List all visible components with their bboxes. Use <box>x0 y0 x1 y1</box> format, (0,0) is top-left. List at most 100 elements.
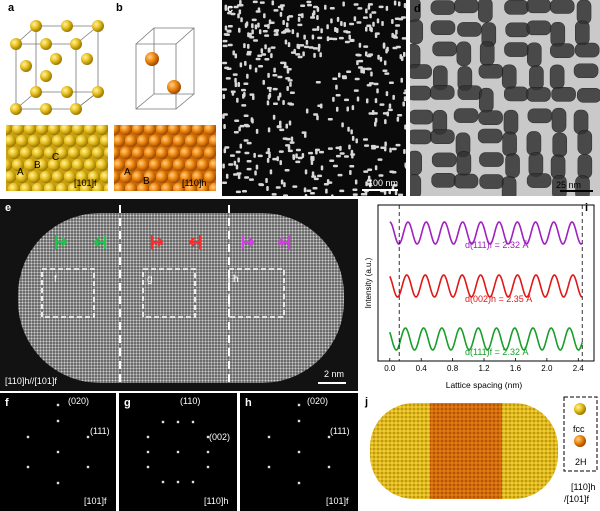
sem-nanorod <box>307 3 313 7</box>
sem-nanorod <box>398 17 404 21</box>
sem-nanorod <box>358 42 362 48</box>
sem-nanorod <box>267 94 271 100</box>
fcc-atom <box>99 134 108 148</box>
sem-nanorod <box>371 11 377 14</box>
panel-h-label: h <box>245 397 252 409</box>
sem-nanorod <box>240 17 243 23</box>
sem-nanorod <box>377 158 383 161</box>
sem-nanorod <box>255 57 261 61</box>
sem-nanorod <box>348 144 351 150</box>
legend-fcc: fcc <box>573 424 585 434</box>
sem-nanorod <box>391 18 394 24</box>
sem-nanorod <box>272 157 278 161</box>
sem-nanorod <box>258 65 264 68</box>
sem-nanorod <box>264 58 270 61</box>
fcc-atom <box>7 146 21 160</box>
sem-nanorod <box>387 108 393 112</box>
sem-nanorod <box>339 152 345 155</box>
tem-nanorod <box>432 41 457 57</box>
sem-nanorod <box>327 181 333 184</box>
sem-nanorod <box>311 34 315 40</box>
sem-nanorod <box>252 95 255 101</box>
sem-nanorod <box>341 75 347 78</box>
sem-nanorod <box>237 174 241 180</box>
fft-spot <box>297 403 301 407</box>
sem-nanorod <box>327 118 333 121</box>
sem-nanorod <box>392 184 398 187</box>
sem-nanorod <box>224 66 230 70</box>
box-f-label: f <box>54 274 57 285</box>
fft-g-spot-002: (002) <box>209 432 231 442</box>
sem-nanorod <box>303 187 307 193</box>
sem-nanorod <box>272 102 278 105</box>
tem-nanorod <box>529 65 544 91</box>
tem-nanorod <box>504 42 529 57</box>
fft-h-zone-axis: [101]f <box>326 496 349 506</box>
fcc-atom <box>103 147 108 159</box>
sem-nanorod <box>234 53 238 59</box>
sem-nanorod <box>364 144 370 147</box>
fft-spot <box>267 465 271 469</box>
fft-spot <box>146 450 150 454</box>
fcc-atom <box>63 170 77 184</box>
sem-nanorod <box>349 170 352 176</box>
sem-nanorod <box>289 103 295 106</box>
fft-spot <box>176 420 180 424</box>
sem-nanorod <box>274 29 280 32</box>
tem-nanorod <box>479 174 504 189</box>
sem-nanorod <box>363 45 369 48</box>
chart-x-tick-label: 0.4 <box>416 364 428 373</box>
sem-nanorod <box>273 9 279 12</box>
sem-nanorod <box>246 73 249 79</box>
hcp-atom <box>196 134 210 148</box>
sem-nanorod <box>395 45 401 49</box>
sem-nanorod <box>326 24 329 30</box>
sem-nanorod <box>246 160 252 163</box>
sem-nanorod <box>347 126 350 132</box>
hcp-atom <box>203 170 216 184</box>
fft-f-spot-020: (020) <box>68 396 90 406</box>
sem-nanorod <box>334 26 337 32</box>
sem-nanorod <box>289 81 292 87</box>
sem-nanorod <box>238 27 241 33</box>
sem-nanorod <box>356 60 359 66</box>
sem-nanorod <box>259 1 265 4</box>
sem-nanorod <box>382 69 388 73</box>
sem-nanorod <box>266 100 270 106</box>
sem-nanorod <box>237 13 240 19</box>
sem-nanorod <box>343 155 349 158</box>
panel-g-label: g <box>124 397 131 409</box>
sem-nanorod <box>310 155 313 161</box>
tem-nanorod <box>456 151 472 176</box>
sem-nanorod <box>346 70 352 73</box>
sem-nanorod <box>371 147 377 150</box>
sem-nanorod <box>320 165 324 171</box>
hcp-atom <box>148 134 162 148</box>
tem-nanorod <box>501 64 517 90</box>
fcc-atom <box>55 146 69 160</box>
panel-i-label: i <box>585 202 589 214</box>
sem-nanorod <box>252 0 258 4</box>
tem-nanorod <box>430 20 456 35</box>
hcp-atom <box>160 158 174 172</box>
sem-nanorod <box>316 14 319 20</box>
hcp-atom <box>114 134 126 148</box>
sem-nanorod <box>360 193 366 196</box>
sem-nanorod <box>396 116 400 122</box>
fft-f-spot-111: (111) <box>90 426 110 436</box>
sem-nanorod <box>385 48 388 54</box>
sem-nanorod <box>316 115 319 121</box>
tem-nanorod <box>526 131 542 156</box>
sem-nanorod <box>344 40 350 44</box>
fft-pattern-g <box>119 393 237 511</box>
sem-nanorod <box>244 176 250 179</box>
sem-nanorod <box>308 151 314 155</box>
sem-nanorod <box>338 36 344 40</box>
sem-nanorod <box>391 147 397 151</box>
panel-e-scale-bar-label: 2 nm <box>324 369 345 379</box>
sem-nanorod <box>290 136 294 142</box>
panel-j-zone-axis-top: [110]h <box>571 482 596 492</box>
sem-nanorod <box>353 16 357 22</box>
sem-nanorod <box>320 28 323 34</box>
haadf-stem-image <box>0 199 358 391</box>
